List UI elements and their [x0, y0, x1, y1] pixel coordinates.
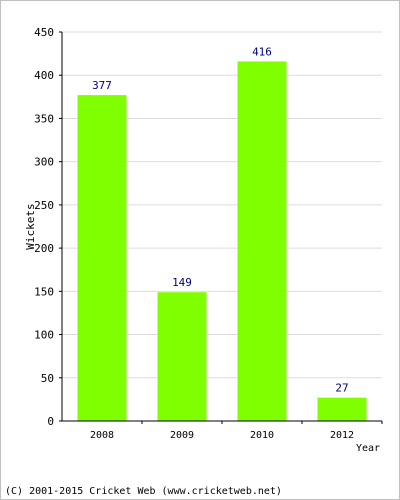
y-tick-label: 400 [34, 69, 54, 82]
data-label: 149 [172, 276, 192, 289]
bars [77, 61, 367, 422]
y-tick-labels: 0 50 100 150 200 250 300 350 400 450 [34, 26, 62, 428]
y-tick-label: 50 [41, 372, 54, 385]
x-axis-title: Year [356, 443, 380, 454]
y-tick-label: 300 [34, 156, 54, 169]
y-tick-label: 150 [34, 285, 54, 298]
bar-2008 [77, 95, 127, 422]
data-label: 377 [92, 79, 112, 92]
data-label: 416 [252, 45, 272, 58]
bar-2010 [237, 61, 287, 421]
x-tick-label: 2012 [330, 430, 354, 441]
y-tick-label: 450 [34, 26, 54, 39]
data-labels: 377 149 416 27 [92, 45, 349, 394]
x-tick-label: 2008 [90, 430, 114, 441]
x-tick-labels: 2008 2009 2010 2012 [90, 421, 383, 441]
y-axis-title: Wickets [24, 203, 37, 249]
x-tick-label: 2010 [250, 430, 274, 441]
y-tick-label: 350 [34, 112, 54, 125]
bar-2012 [317, 397, 367, 421]
y-tick-label: 100 [34, 329, 54, 342]
bar-2009 [157, 292, 207, 421]
y-tick-label: 0 [47, 415, 54, 428]
bar-chart: 0 50 100 150 200 250 300 350 400 450 2008 2009 2010… [24, 26, 383, 454]
x-tick-label: 2009 [170, 430, 194, 441]
copyright-footer: (C) 2001-2015 Cricket Web (www.cricketwe… [5, 486, 282, 497]
data-label: 27 [335, 382, 348, 395]
y-tick-label: 200 [34, 242, 54, 255]
y-tick-label: 250 [34, 199, 54, 212]
